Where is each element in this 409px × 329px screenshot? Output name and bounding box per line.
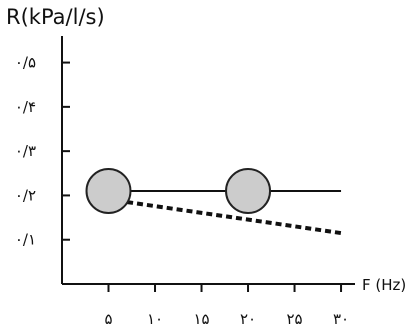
x-tick-label: ۱۵ [193, 310, 209, 328]
x-tick-label: ۲۵ [286, 310, 302, 328]
data-point-marker [225, 168, 272, 214]
axes [61, 36, 355, 285]
x-tick-label: ۵ [104, 310, 112, 328]
y-tick-label: ۰/۲ [15, 186, 36, 204]
x-tick-label: ۲۰ [240, 310, 256, 328]
marker-layer [85, 168, 272, 214]
x-tick-label: ۳۰ [333, 310, 349, 328]
x-axis-title: F (Hz) [362, 276, 406, 294]
y-tick-label: ۰/۱ [15, 231, 36, 249]
y-ticks: ۰/۱ ۰/۲ ۰/۳ ۰/۴ ۰/۵ [15, 54, 70, 249]
y-tick-label: ۰/۵ [15, 54, 36, 72]
x-ticks: ۵ ۱۰ ۱۵ ۲۰ ۲۵ ۳۰ [104, 284, 349, 328]
y-tick-label: ۰/۴ [15, 98, 36, 116]
y-tick-label: ۰/۳ [15, 142, 36, 160]
series-layer [108, 190, 342, 236]
dashed-series-line [126, 200, 342, 236]
x-tick-label: ۱۰ [147, 310, 163, 328]
y-axis-title: R(kPa/l/s) [6, 5, 105, 29]
data-point-marker [85, 168, 132, 214]
